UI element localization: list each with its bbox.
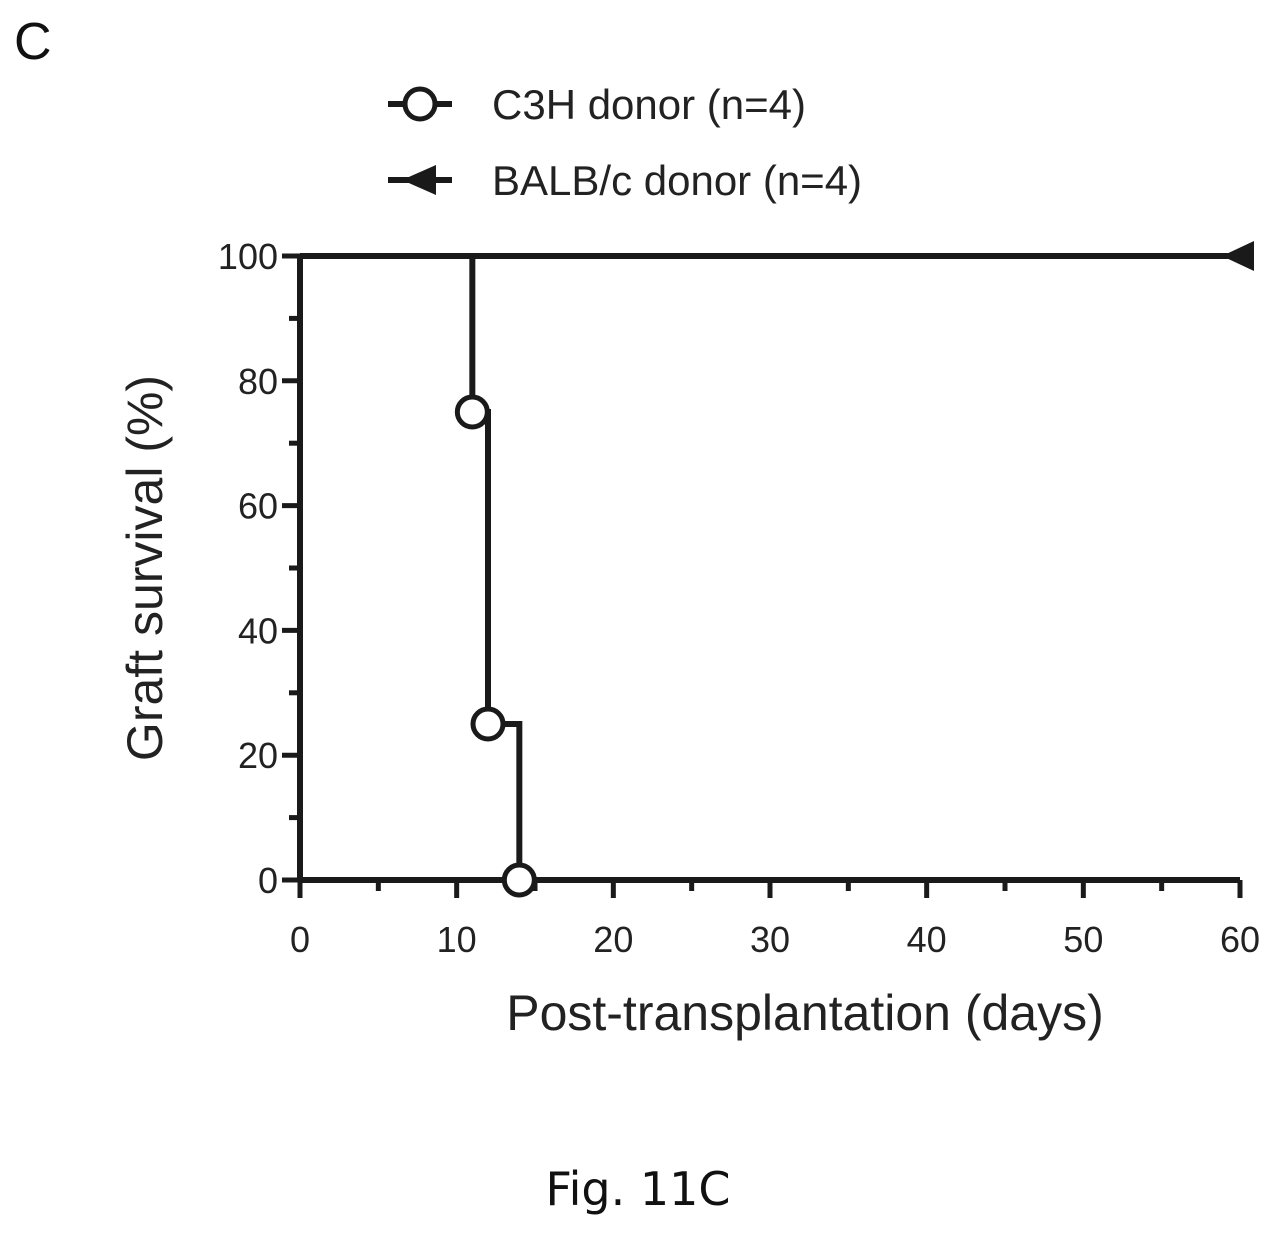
- legend: C3H donor (n=4) BALB/c donor (n=4): [388, 81, 862, 204]
- y-tick-label: 60: [238, 486, 278, 527]
- x-ticks: 0 10 20 30 40 50 60: [290, 880, 1260, 960]
- x-tick-label: 0: [290, 919, 310, 960]
- y-ticks: 0 20 40 60 80 100: [218, 236, 300, 901]
- x-tick-label: 40: [907, 919, 947, 960]
- x-tick-label: 10: [437, 919, 477, 960]
- x-tick-label: 20: [593, 919, 633, 960]
- y-tick-label: 100: [218, 236, 278, 277]
- survival-chart: C3H donor (n=4) BALB/c donor (n=4) 0 10 20…: [0, 0, 1276, 1100]
- legend-label-balbc: BALB/c donor (n=4): [492, 157, 862, 204]
- series-point-circle: [473, 709, 503, 739]
- legend-item-balbc: BALB/c donor (n=4): [388, 157, 862, 204]
- series-line-0: [300, 256, 1240, 880]
- y-axis-title: Graft survival (%): [117, 375, 173, 761]
- series-point-circle: [504, 865, 534, 895]
- figure-caption: Fig. 11C: [0, 1162, 1276, 1216]
- series-point-circle: [457, 397, 487, 427]
- x-tick-label: 60: [1220, 919, 1260, 960]
- y-tick-label: 80: [238, 361, 278, 402]
- legend-item-c3h: C3H donor (n=4): [388, 81, 806, 128]
- axes: [300, 256, 1240, 880]
- series-layer: [300, 241, 1254, 895]
- legend-label-c3h: C3H donor (n=4): [492, 81, 806, 128]
- legend-marker-balbc: [402, 165, 436, 195]
- y-tick-label: 0: [258, 860, 278, 901]
- x-tick-label: 50: [1063, 919, 1103, 960]
- y-tick-label: 20: [238, 735, 278, 776]
- x-tick-label: 30: [750, 919, 790, 960]
- y-tick-label: 40: [238, 610, 278, 651]
- legend-marker-c3h: [405, 89, 435, 119]
- series-point-triangle: [1222, 241, 1254, 271]
- x-axis-title: Post-transplantation (days): [506, 985, 1104, 1041]
